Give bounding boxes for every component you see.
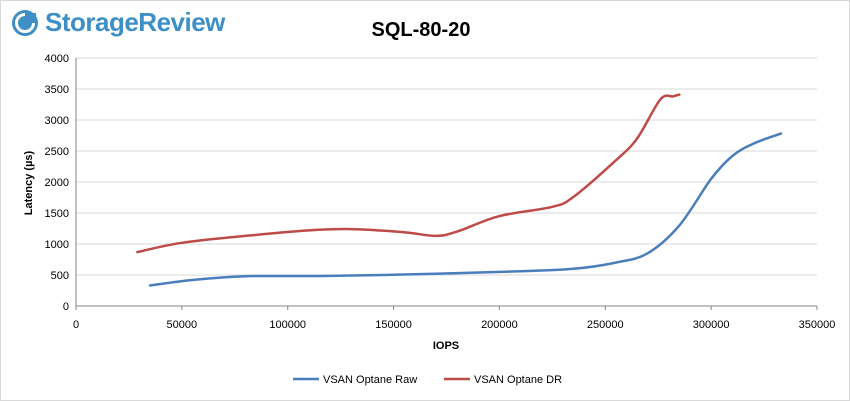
- series-line-vsan-optane-dr: [136, 93, 681, 254]
- logo-text: StorageReview: [45, 7, 225, 37]
- logo: StorageReview: [11, 7, 225, 38]
- axes: 0 500 1000 1500 2000 2500 3000 3500 4000 0 50000 10…: [45, 53, 836, 331]
- y-tick-label: 3000: [45, 115, 69, 127]
- x-tick-label: 350000: [799, 319, 836, 331]
- grid: [76, 57, 817, 276]
- x-tick-label: 150000: [375, 319, 412, 331]
- chart-title: SQL-80-20: [372, 19, 471, 41]
- y-tick-label: 0: [63, 301, 69, 313]
- y-tick-label: 500: [51, 270, 69, 282]
- legend-label-vsan-optane-dr: VSAN Optane DR: [474, 374, 562, 386]
- y-tick-label: 1000: [45, 239, 69, 251]
- legend: VSAN Optane Raw VSAN Optane DR: [293, 374, 562, 386]
- series-line-vsan-optane-raw: [148, 132, 783, 287]
- y-tick-label: 2000: [45, 177, 69, 189]
- y-tick-label: 1500: [45, 208, 69, 220]
- x-tick-label: 200000: [481, 319, 518, 331]
- x-axis-title: IOPS: [433, 340, 459, 352]
- y-axis-title: Latency (µs): [23, 150, 35, 215]
- y-tick-label: 3500: [45, 84, 69, 96]
- storagereview-logo-icon: [12, 9, 38, 36]
- x-tick-label: 100000: [269, 319, 306, 331]
- legend-label-vsan-optane-raw: VSAN Optane Raw: [323, 374, 417, 386]
- y-tick-label: 4000: [45, 53, 69, 65]
- x-tick-label: 300000: [693, 319, 730, 331]
- y-tick-label: 2500: [45, 146, 69, 158]
- x-tick-label: 250000: [587, 319, 624, 331]
- x-tick-label: 0: [73, 319, 79, 331]
- x-tick-label: 50000: [167, 319, 198, 331]
- series-lines: [136, 93, 783, 287]
